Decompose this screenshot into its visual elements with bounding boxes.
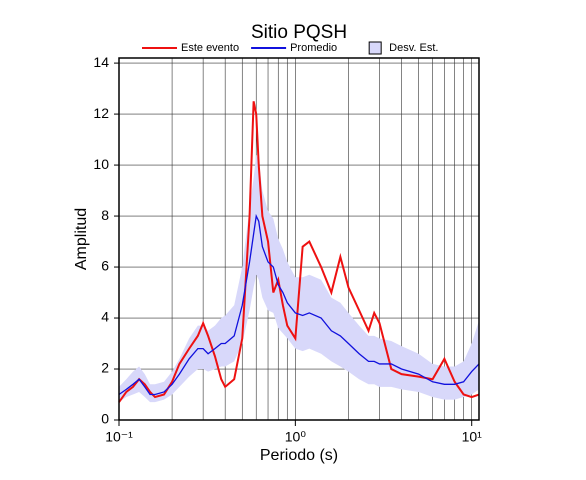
legend-label: Este evento [181,42,239,54]
y-tick-label: 12 [93,105,109,121]
y-tick-label: 0 [101,411,109,427]
x-axis-label: Periodo (s) [260,447,338,464]
y-axis-label: Amplitud [73,208,90,270]
series-line [118,213,480,396]
y-tick-label: 10 [93,156,109,172]
y-tick-label: 14 [93,54,109,70]
plot-frame [118,57,480,421]
x-tick-label: 10¹ [462,429,483,445]
legend-label: Promedio [290,42,337,54]
legend-swatch [368,41,382,55]
x-tick-label: 10⁰ [285,429,307,445]
std-band [119,154,479,403]
y-tick-label: 4 [101,309,109,325]
y-tick-label: 8 [101,207,109,223]
x-tick-label: 10⁻¹ [105,429,133,445]
series-line [118,101,480,403]
y-tick-label: 2 [101,360,109,376]
legend-label: Desv. Est. [389,42,438,54]
chart-title: Sitio PQSH [251,22,347,43]
y-tick-label: 6 [101,258,109,274]
